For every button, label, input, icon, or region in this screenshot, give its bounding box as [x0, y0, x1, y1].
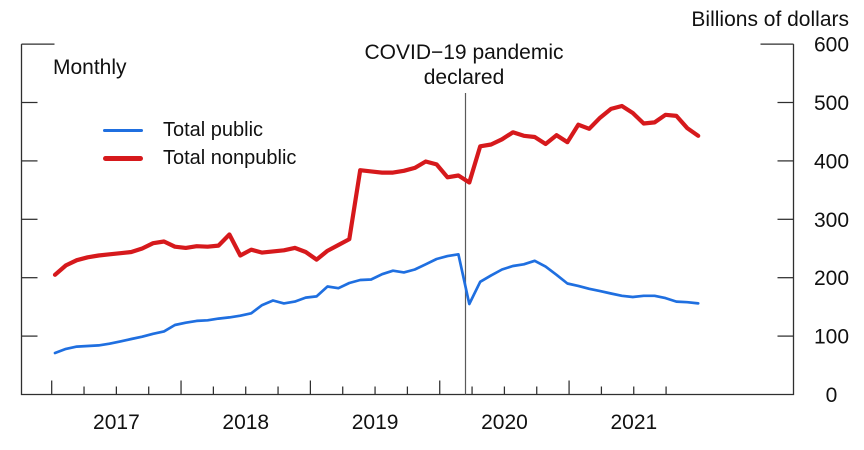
- y-tick-label: 400: [814, 150, 849, 173]
- legend-item-total-public: Total public: [103, 117, 296, 145]
- covid-annotation: COVID−19 pandemic declared: [314, 40, 614, 90]
- covid-annotation-line1: COVID−19 pandemic: [364, 41, 564, 64]
- legend: Total public Total nonpublic: [103, 117, 296, 172]
- y-tick-label: 500: [814, 92, 849, 115]
- y-tick-label: 0: [826, 384, 838, 407]
- axis-spine: [20, 44, 795, 396]
- x-tick-label: 2018: [222, 411, 269, 434]
- covid-annotation-line2: declared: [423, 66, 505, 89]
- x-tick-label: 2019: [352, 411, 399, 434]
- x-tick-label: 2020: [481, 411, 528, 434]
- legend-swatch-total-public: [103, 129, 143, 133]
- y-tick-label: 300: [814, 209, 849, 232]
- y-tick-label: 200: [814, 267, 849, 290]
- series-line-total-public: [53, 252, 700, 355]
- frequency-label: Monthly: [53, 56, 127, 79]
- legend-item-total-nonpublic: Total nonpublic: [103, 145, 296, 173]
- legend-label-total-public: Total public: [163, 119, 264, 142]
- y-tick-label: 100: [814, 326, 849, 349]
- x-tick-label: 2017: [93, 411, 140, 434]
- unit-label: Billions of dollars: [691, 8, 849, 31]
- x-tick-label: 2021: [610, 411, 657, 434]
- legend-swatch-total-nonpublic: [103, 156, 143, 161]
- y-tick-label: 600: [814, 34, 849, 57]
- legend-label-total-nonpublic: Total nonpublic: [163, 146, 297, 169]
- series-line-total-nonpublic: [52, 103, 701, 277]
